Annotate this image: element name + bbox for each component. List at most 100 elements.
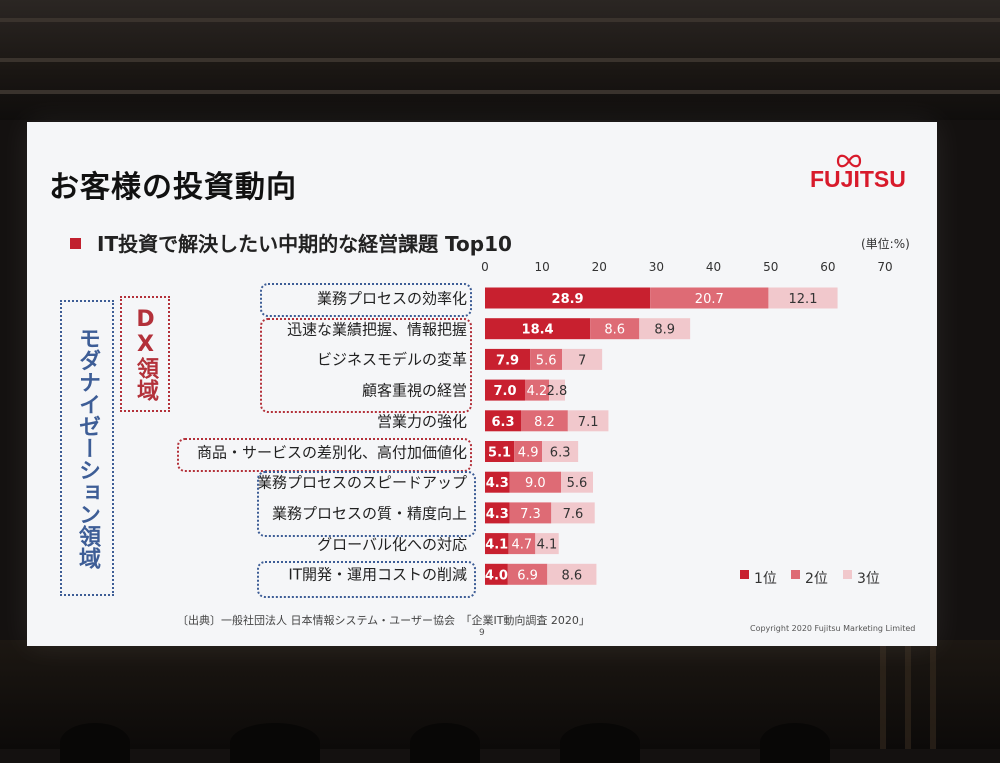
x-tick-label: 0 — [481, 260, 489, 274]
bullet-square-icon — [70, 238, 81, 249]
bar-segment — [485, 502, 510, 524]
data-label: 4.7 — [512, 538, 533, 553]
bar-segment — [650, 287, 769, 309]
ceiling-beam — [0, 58, 1000, 62]
presentation-slide: お客様の投資動向 FUJITSU IT投資で解決したい中期的な経営課題 Top1… — [27, 122, 937, 646]
legend-label: 2位 — [805, 571, 828, 587]
unit-label: (単位:%) — [861, 237, 910, 251]
fujitsu-infinity-icon — [836, 154, 862, 168]
data-label: 4.9 — [518, 446, 539, 461]
bar-segment — [547, 563, 597, 585]
slide-title: お客様の投資動向 — [49, 170, 297, 205]
data-label: 8.6 — [562, 568, 583, 583]
bar-segment — [508, 533, 536, 555]
bar-segment — [509, 502, 552, 524]
data-label: 7.1 — [578, 415, 599, 430]
ceiling-beam — [0, 90, 1000, 94]
stacked-bar-chart: 28.9 20.7 12.1 18.4 8.6 8.9 7.9 5.6 7 7.0 4.2 2.8 6.… — [485, 287, 838, 585]
data-label: 12.1 — [789, 292, 818, 307]
fujitsu-logo: FUJITSU — [810, 166, 906, 192]
room-ceiling — [0, 0, 1000, 120]
category-label: 業務プロセスの効率化 — [316, 289, 467, 308]
bar-segment — [485, 533, 509, 555]
bar-segment — [485, 563, 508, 585]
dx-group-box — [260, 318, 472, 413]
audience-head — [760, 723, 830, 763]
data-label: 7.3 — [520, 507, 541, 522]
data-label: 4.1 — [537, 538, 558, 553]
audience-head — [410, 723, 480, 763]
bar-segment — [525, 379, 549, 401]
bar-segment — [551, 502, 595, 524]
data-label: 18.4 — [522, 323, 554, 338]
data-label: 5.6 — [567, 476, 588, 491]
data-label: 8.6 — [604, 323, 625, 338]
bar-segment — [485, 318, 591, 340]
ceiling-beam — [0, 18, 1000, 22]
x-tick-label: 30 — [648, 260, 665, 274]
category-label: 顧客重視の経営 — [361, 381, 467, 400]
source-citation: 〔出典〕一般社団法人 日本情報システム・ユーザー協会 「企業IT動向調査 202… — [177, 614, 590, 627]
modernization-group-box — [257, 471, 476, 537]
x-tick-label: 20 — [591, 260, 607, 274]
data-label: 28.9 — [552, 292, 584, 307]
copyright-notice: Copyright 2020 Fujitsu Marketing Limited — [750, 624, 916, 633]
wall-panel — [930, 640, 936, 749]
audience-head — [230, 723, 320, 763]
data-label: 4.3 — [486, 476, 509, 491]
audience-head — [560, 723, 640, 763]
bar-segment — [561, 471, 593, 493]
data-label: 7 — [578, 353, 586, 368]
data-label: 8.9 — [654, 323, 675, 338]
legend-swatch — [791, 570, 800, 579]
category-label: 迅速な業績把握、情報把握 — [286, 320, 467, 339]
bar-segment — [549, 379, 565, 401]
bar-segment — [639, 318, 691, 340]
legend-label: 3位 — [857, 571, 880, 587]
legend-label: 1位 — [754, 571, 777, 587]
wall-panel — [880, 640, 886, 749]
x-tick-label: 10 — [534, 260, 550, 274]
wall-panel — [905, 640, 911, 749]
data-label: 8.2 — [534, 415, 555, 430]
bar-segment — [567, 410, 609, 432]
bar-segment — [485, 410, 521, 432]
data-label: 7.6 — [563, 507, 584, 522]
category-label: 業務プロセスのスピードアップ — [256, 473, 467, 492]
bar-segment — [485, 287, 651, 309]
bar-segment — [485, 379, 525, 401]
bar-segment — [562, 348, 603, 370]
room-wall — [0, 640, 1000, 749]
bar-segment — [768, 287, 838, 309]
x-tick-label: 70 — [877, 260, 893, 274]
bar-segment — [509, 471, 561, 493]
x-tick-label: 60 — [820, 260, 836, 274]
data-label: 20.7 — [695, 292, 724, 307]
bar-segment — [535, 533, 559, 555]
category-label: IT開発・運用コストの削減 — [288, 565, 467, 584]
data-label: 7.0 — [493, 384, 516, 399]
x-tick-label: 50 — [763, 260, 779, 274]
modernization-group-box — [260, 283, 472, 317]
category-label: グローバル化への対応 — [317, 535, 467, 554]
bar-segment — [542, 441, 579, 462]
bar-segment — [485, 441, 515, 462]
page-number: 9 — [479, 628, 485, 638]
data-label: 4.3 — [486, 507, 509, 522]
audience-silhouettes — [0, 712, 1000, 763]
bar-segment — [530, 348, 563, 370]
data-label: 6.3 — [491, 415, 514, 430]
bar-segment — [507, 563, 548, 585]
bar-segment — [514, 441, 543, 462]
audience-head — [60, 723, 130, 763]
category-label: 営業力の強化 — [376, 412, 467, 431]
data-label: 4.2 — [527, 384, 548, 399]
data-label: 6.9 — [517, 568, 538, 583]
legend-swatch — [740, 570, 749, 579]
x-tick-label: 40 — [705, 260, 722, 274]
modernization-area-label: モダナイゼーション領域 — [60, 300, 114, 596]
data-label: 6.3 — [550, 446, 571, 461]
chart-subtitle: IT投資で解決したい中期的な経営課題 Top10 — [97, 232, 512, 256]
data-label: 4.1 — [485, 538, 508, 553]
category-label: 商品・サービスの差別化、高付加価値化 — [196, 443, 467, 461]
